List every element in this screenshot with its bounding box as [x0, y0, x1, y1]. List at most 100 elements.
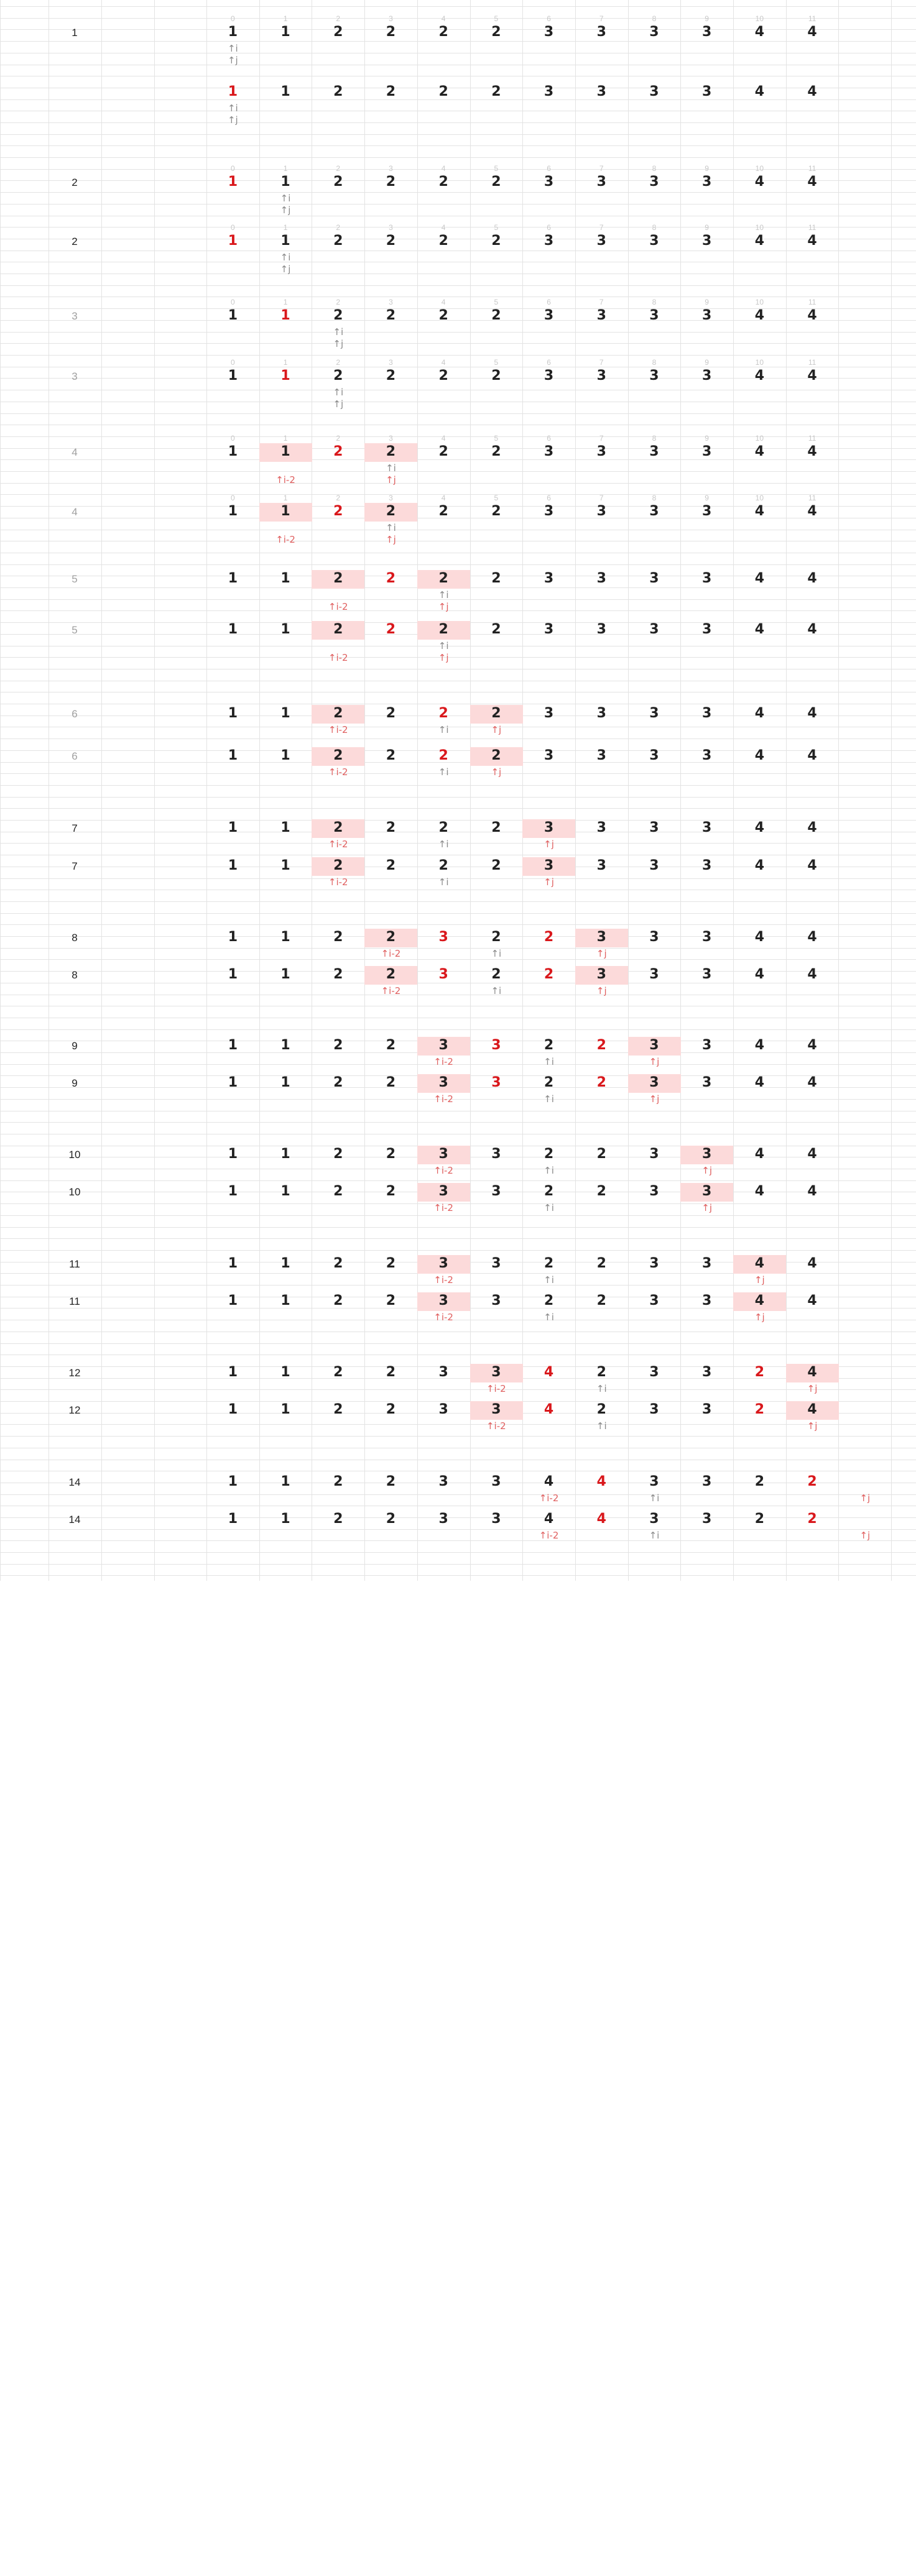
cell-value[interactable]: 3 [596, 308, 606, 323]
cell-value[interactable]: 3 [544, 24, 554, 40]
cell-value[interactable]: 1 [280, 1146, 290, 1162]
cell-value[interactable]: 2 [438, 84, 448, 99]
cell-value[interactable]: 2 [386, 1037, 396, 1053]
cell-value[interactable]: 4 [596, 1511, 606, 1527]
cell-value[interactable]: 4 [754, 444, 764, 459]
cell-value[interactable]: 1 [280, 1511, 290, 1527]
cell-value[interactable]: 2 [333, 233, 343, 249]
cell-value[interactable]: 4 [754, 967, 764, 982]
cell-value[interactable]: 1 [280, 622, 290, 637]
cell-value[interactable]: 4 [807, 1402, 817, 1417]
cell-value[interactable]: 3 [596, 748, 606, 763]
cell-value[interactable]: 3 [649, 444, 659, 459]
cell-value[interactable]: 2 [333, 1364, 343, 1380]
cell-value[interactable]: 2 [386, 820, 396, 835]
cell-value[interactable]: 3 [649, 174, 659, 190]
cell-value[interactable]: 1 [228, 706, 238, 721]
cell-value[interactable]: 3 [491, 1146, 501, 1162]
cell-value[interactable]: 3 [544, 622, 554, 637]
cell-value[interactable]: 1 [228, 820, 238, 835]
cell-value[interactable]: 2 [333, 174, 343, 190]
cell-value[interactable]: 1 [228, 84, 238, 99]
cell-value[interactable]: 3 [701, 504, 712, 519]
cell-value[interactable]: 3 [701, 571, 712, 586]
cell-value[interactable]: 3 [649, 1256, 659, 1271]
cell-value[interactable]: 4 [754, 622, 764, 637]
cell-value[interactable]: 4 [544, 1364, 554, 1380]
cell-value[interactable]: 2 [333, 706, 343, 721]
cell-value[interactable]: 3 [438, 1075, 448, 1090]
cell-value[interactable]: 1 [280, 24, 290, 40]
cell-value[interactable]: 4 [754, 748, 764, 763]
cell-value[interactable]: 1 [280, 858, 290, 873]
cell-value[interactable]: 2 [544, 1075, 554, 1090]
cell-value[interactable]: 2 [491, 24, 501, 40]
cell-value[interactable]: 2 [491, 622, 501, 637]
cell-value[interactable]: 1 [280, 444, 290, 459]
cell-value[interactable]: 1 [228, 929, 238, 945]
cell-value[interactable]: 4 [807, 1256, 817, 1271]
cell-value[interactable]: 2 [544, 967, 554, 982]
cell-value[interactable]: 4 [754, 1184, 764, 1199]
cell-value[interactable]: 2 [438, 504, 448, 519]
cell-value[interactable]: 1 [228, 967, 238, 982]
cell-value[interactable]: 2 [386, 368, 396, 384]
cell-value[interactable]: 3 [649, 858, 659, 873]
cell-value[interactable]: 3 [701, 24, 712, 40]
cell-value[interactable]: 3 [701, 308, 712, 323]
cell-value[interactable]: 3 [544, 368, 554, 384]
cell-value[interactable]: 4 [754, 24, 764, 40]
cell-value[interactable]: 4 [807, 706, 817, 721]
cell-value[interactable]: 2 [386, 706, 396, 721]
cell-value[interactable]: 4 [754, 308, 764, 323]
cell-value[interactable]: 4 [807, 1293, 817, 1309]
cell-value[interactable]: 4 [807, 858, 817, 873]
cell-value[interactable]: 2 [491, 368, 501, 384]
cell-value[interactable]: 4 [807, 571, 817, 586]
cell-value[interactable]: 2 [333, 622, 343, 637]
cell-value[interactable]: 3 [701, 233, 712, 249]
cell-value[interactable]: 4 [807, 368, 817, 384]
cell-value[interactable]: 3 [544, 748, 554, 763]
cell-value[interactable]: 2 [438, 622, 448, 637]
cell-value[interactable]: 1 [280, 308, 290, 323]
cell-value[interactable]: 3 [649, 504, 659, 519]
cell-value[interactable]: 2 [333, 84, 343, 99]
cell-value[interactable]: 2 [386, 1184, 396, 1199]
cell-value[interactable]: 2 [333, 24, 343, 40]
cell-value[interactable]: 1 [280, 504, 290, 519]
cell-value[interactable]: 3 [701, 820, 712, 835]
cell-value[interactable]: 3 [438, 967, 448, 982]
cell-value[interactable]: 2 [386, 1402, 396, 1417]
cell-value[interactable]: 1 [228, 1402, 238, 1417]
cell-value[interactable]: 4 [754, 1037, 764, 1053]
cell-value[interactable]: 3 [701, 1184, 712, 1199]
cell-value[interactable]: 2 [333, 1511, 343, 1527]
cell-value[interactable]: 2 [596, 1402, 606, 1417]
cell-value[interactable]: 2 [438, 444, 448, 459]
cell-value[interactable]: 4 [754, 1293, 764, 1309]
cell-value[interactable]: 4 [807, 1037, 817, 1053]
cell-value[interactable]: 2 [333, 504, 343, 519]
cell-value[interactable]: 3 [649, 308, 659, 323]
cell-value[interactable]: 2 [386, 1075, 396, 1090]
cell-value[interactable]: 4 [807, 1184, 817, 1199]
cell-value[interactable]: 2 [386, 444, 396, 459]
cell-value[interactable]: 2 [333, 820, 343, 835]
cell-value[interactable]: 1 [280, 368, 290, 384]
cell-value[interactable]: 1 [280, 820, 290, 835]
cell-value[interactable]: 4 [807, 174, 817, 190]
cell-value[interactable]: 3 [544, 858, 554, 873]
cell-value[interactable]: 2 [386, 748, 396, 763]
cell-value[interactable]: 4 [807, 622, 817, 637]
cell-value[interactable]: 3 [701, 444, 712, 459]
cell-value[interactable]: 3 [649, 1184, 659, 1199]
cell-value[interactable]: 1 [280, 1364, 290, 1380]
cell-value[interactable]: 3 [649, 820, 659, 835]
cell-value[interactable]: 1 [280, 1075, 290, 1090]
cell-value[interactable]: 3 [701, 1364, 712, 1380]
cell-value[interactable]: 2 [807, 1511, 817, 1527]
cell-value[interactable]: 2 [438, 820, 448, 835]
cell-value[interactable]: 2 [491, 571, 501, 586]
cell-value[interactable]: 2 [386, 233, 396, 249]
